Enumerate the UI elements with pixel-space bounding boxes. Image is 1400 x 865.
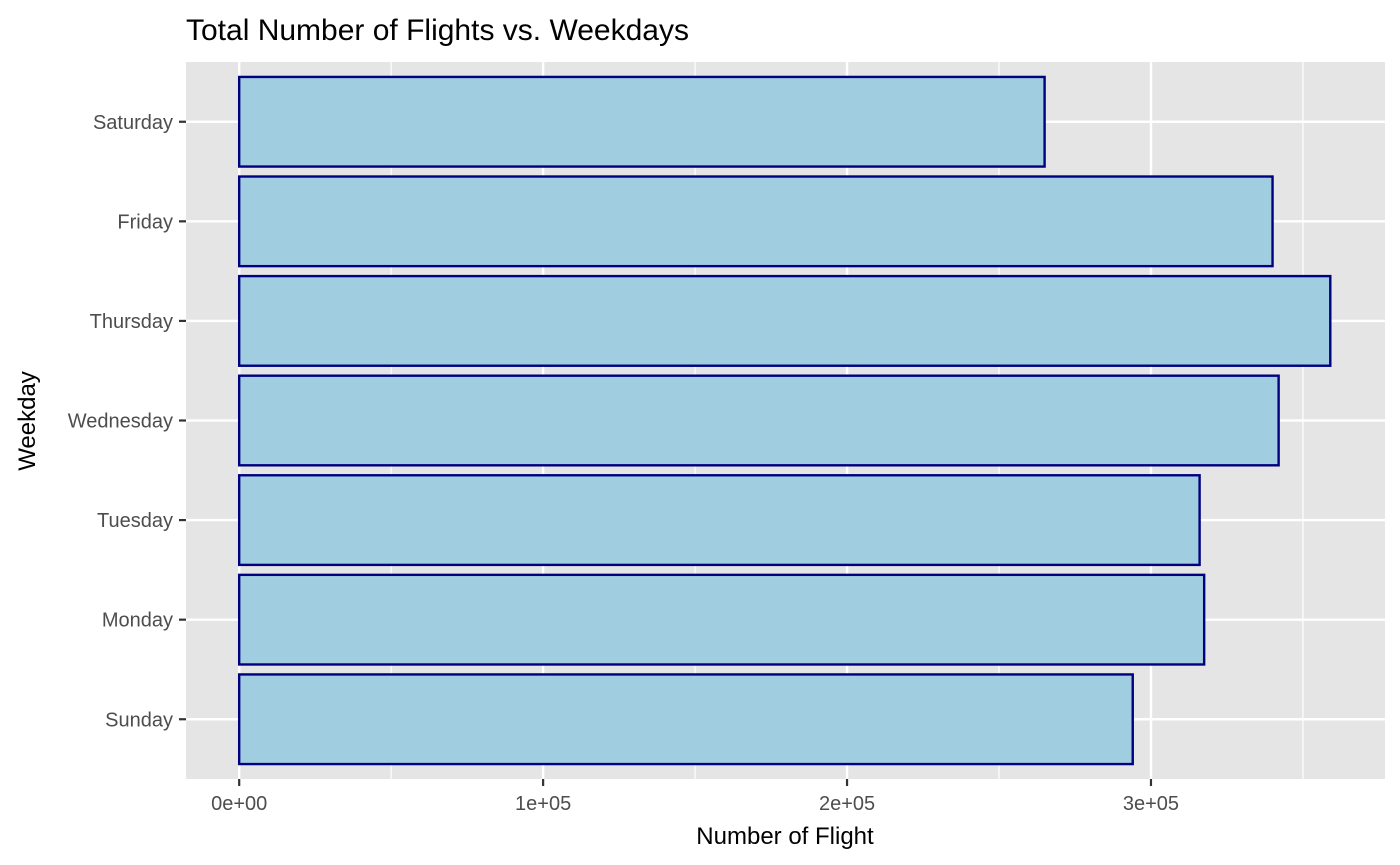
bar-thursday	[237, 274, 1332, 367]
x-tick-label-2: 2e+05	[819, 793, 875, 815]
y-axis: Sunday Monday Tuesday Wednesday Thursday Frid…	[68, 112, 186, 731]
bar-wednesday	[237, 374, 1280, 467]
y-axis-title: Weekday	[14, 371, 41, 471]
bar-friday	[237, 175, 1274, 268]
bar-sunday	[237, 673, 1134, 766]
y-tick-label-sunday: Sunday	[105, 709, 173, 731]
y-tick-label-tuesday: Tuesday	[97, 510, 173, 532]
y-tick-label-wednesday: Wednesday	[68, 411, 173, 433]
chart-title: Total Number of Flights vs. Weekdays	[186, 14, 689, 47]
x-axis-title: Number of Flight	[696, 823, 874, 850]
y-tick-label-monday: Monday	[102, 610, 173, 632]
y-tick-label-saturday: Saturday	[93, 112, 173, 134]
x-tick-label-3: 3e+05	[1123, 793, 1179, 815]
bar-monday	[237, 573, 1206, 666]
x-tick-label-1: 1e+05	[515, 793, 571, 815]
bar-tuesday	[237, 474, 1201, 567]
bars	[237, 75, 1332, 766]
y-tick-label-friday: Friday	[117, 211, 173, 233]
y-tick-label-thursday: Thursday	[90, 311, 173, 333]
x-tick-label-0: 0e+00	[211, 793, 267, 815]
bar-saturday	[237, 75, 1046, 168]
x-axis: 0e+00 1e+05 2e+05 3e+05	[211, 779, 1179, 815]
